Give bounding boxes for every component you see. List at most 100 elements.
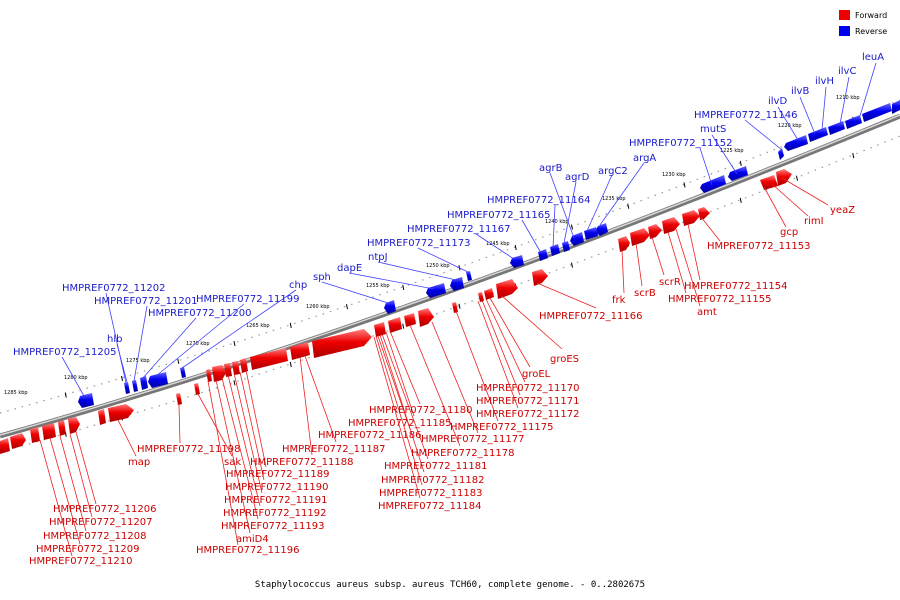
forward-gene[interactable] [374,322,386,337]
gene-label-HMPREF0772_11182[interactable]: HMPREF0772_11182 [381,475,484,486]
gene-label-scrB[interactable]: scrB [634,288,656,299]
forward-gene[interactable] [618,236,630,252]
forward-gene[interactable] [176,393,182,405]
forward-gene[interactable] [630,228,650,246]
gene-label-HMPREF0772_11184[interactable]: HMPREF0772_11184 [378,501,481,512]
forward-gene[interactable] [388,317,402,333]
forward-gene[interactable] [212,365,226,382]
gene-label-rimI[interactable]: rimI [804,216,824,227]
gene-label-HMPREF0772_11173[interactable]: HMPREF0772_11173 [367,238,470,249]
gene-label-agrD[interactable]: agrD [565,172,590,183]
gene-label-HMPREF0772_11181[interactable]: HMPREF0772_11181 [384,461,487,472]
forward-gene[interactable] [98,409,106,425]
gene-label-sph[interactable]: sph [313,272,331,283]
reverse-gene[interactable] [78,393,94,408]
gene-label-HMPREF0772_11178[interactable]: HMPREF0772_11178 [411,448,514,459]
gene-label-HMPREF0772_11209[interactable]: HMPREF0772_11209 [36,544,139,555]
gene-label-HMPREF0772_11208[interactable]: HMPREF0772_11208 [43,531,146,542]
forward-gene[interactable] [0,438,10,454]
reverse-gene[interactable] [562,241,570,252]
gene-label-ilvC[interactable]: ilvC [838,66,856,77]
gene-label-HMPREF0772_11210[interactable]: HMPREF0772_11210 [29,556,132,567]
gene-label-HMPREF0772_11185[interactable]: HMPREF0772_11185 [348,418,451,429]
gene-label-HMPREF0772_11154[interactable]: HMPREF0772_11154 [684,281,787,292]
reverse-gene[interactable] [180,367,186,378]
reverse-gene[interactable] [728,166,748,181]
gene-label-HMPREF0772_11205[interactable]: HMPREF0772_11205 [13,347,116,358]
forward-gene[interactable] [698,207,710,220]
reverse-gene[interactable] [384,300,396,314]
reverse-gene[interactable] [828,121,845,135]
gene-label-HMPREF0772_11164[interactable]: HMPREF0772_11164 [487,195,590,206]
forward-gene[interactable] [194,383,200,395]
forward-gene[interactable] [776,169,792,186]
gene-label-HMPREF0772_11170[interactable]: HMPREF0772_11170 [476,383,579,394]
forward-gene[interactable] [206,369,212,382]
reverse-gene[interactable] [862,103,892,122]
reverse-gene[interactable] [124,382,130,394]
gene-label-scrR[interactable]: scrR [659,277,681,288]
forward-gene[interactable] [418,308,434,327]
gene-label-HMPREF0772_11201[interactable]: HMPREF0772_11201 [94,296,197,307]
gene-label-HMPREF0772_11191[interactable]: HMPREF0772_11191 [224,495,327,506]
gene-label-dapE[interactable]: dapE [337,263,362,274]
reverse-gene[interactable] [784,135,808,151]
reverse-gene[interactable] [700,175,726,193]
gene-label-frk[interactable]: frk [612,295,626,306]
forward-gene[interactable] [250,348,288,370]
reverse-gene[interactable] [808,127,828,142]
forward-gene[interactable] [58,420,66,436]
gene-label-HMPREF0772_11180[interactable]: HMPREF0772_11180 [369,405,472,416]
gene-label-HMPREF0772_11153[interactable]: HMPREF0772_11153 [707,241,810,252]
reverse-gene[interactable] [892,100,900,114]
gene-label-HMPREF0772_11146[interactable]: HMPREF0772_11146 [694,110,797,121]
forward-gene[interactable] [224,363,232,377]
reverse-gene[interactable] [595,223,608,236]
reverse-gene[interactable] [778,148,784,160]
gene-label-argA[interactable]: argA [633,153,656,164]
gene-label-yeaZ[interactable]: yeaZ [830,205,855,216]
reverse-gene[interactable] [140,376,148,390]
forward-gene[interactable] [10,433,26,449]
gene-label-groEL[interactable]: groEL [522,369,551,380]
gene-label-map[interactable]: map [128,457,150,468]
forward-gene[interactable] [478,292,484,302]
gene-label-HMPREF0772_11196[interactable]: HMPREF0772_11196 [196,545,299,556]
forward-gene[interactable] [532,269,548,286]
forward-gene[interactable] [496,279,518,299]
forward-gene[interactable] [108,404,134,422]
forward-gene[interactable] [682,210,700,226]
forward-gene[interactable] [30,427,40,443]
gene-label-HMPREF0772_11199[interactable]: HMPREF0772_11199 [196,294,299,305]
gene-label-HMPREF0772_11200[interactable]: HMPREF0772_11200 [148,308,251,319]
gene-label-sak[interactable]: sak [224,457,241,468]
reverse-gene[interactable] [550,244,560,256]
gene-label-ntpJ[interactable]: ntpJ [368,252,388,263]
gene-label-groES[interactable]: groES [550,354,579,365]
reverse-gene[interactable] [148,372,168,388]
reverse-gene[interactable] [450,277,464,291]
forward-gene[interactable] [290,342,310,360]
gene-label-HMPREF0772_11171[interactable]: HMPREF0772_11171 [476,396,579,407]
gene-label-HMPREF0772_11165[interactable]: HMPREF0772_11165 [447,210,550,221]
gene-label-argC2[interactable]: argC2 [598,166,628,177]
gene-label-HMPREF0772_11207[interactable]: HMPREF0772_11207 [49,517,152,528]
gene-label-agrB[interactable]: agrB [539,163,563,174]
gene-label-HMPREF0772_11202[interactable]: HMPREF0772_11202 [62,283,165,294]
gene-label-ilvB[interactable]: ilvB [791,86,809,97]
reverse-gene[interactable] [466,271,472,281]
gene-label-HMPREF0772_11167[interactable]: HMPREF0772_11167 [407,224,510,235]
gene-label-ilvH[interactable]: ilvH [815,76,834,87]
forward-gene[interactable] [240,358,248,373]
gene-label-ilvD[interactable]: ilvD [768,96,787,107]
gene-label-mutS[interactable]: mutS [700,124,726,135]
gene-label-HMPREF0772_11177[interactable]: HMPREF0772_11177 [421,434,524,445]
forward-gene[interactable] [648,224,662,239]
gene-label-hlb[interactable]: hlb [107,334,122,345]
forward-gene[interactable] [42,423,56,440]
gene-label-HMPREF0772_11152[interactable]: HMPREF0772_11152 [629,138,732,149]
gene-label-HMPREF0772_11193[interactable]: HMPREF0772_11193 [221,521,324,532]
gene-label-HMPREF0772_11206[interactable]: HMPREF0772_11206 [53,504,156,515]
gene-label-HMPREF0772_11190[interactable]: HMPREF0772_11190 [225,482,328,493]
gene-label-leuA[interactable]: leuA [862,52,884,63]
